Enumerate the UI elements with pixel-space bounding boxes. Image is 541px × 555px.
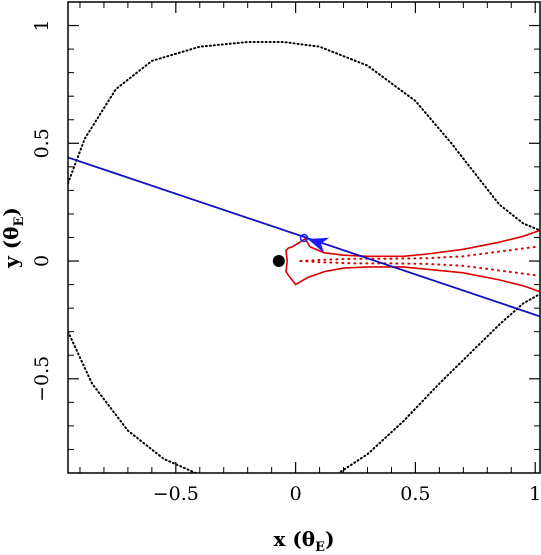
series-layer (68, 41, 540, 473)
caustic-lower (285, 260, 540, 293)
source-marker (299, 233, 309, 243)
y-tick-label: 0.5 (31, 128, 53, 158)
ticks-layer: −0.5 0 0.5 1 −0.5 0 0.5 1 (31, 1, 541, 505)
plot-area (68, 41, 540, 473)
x-axis-label-close: ) (325, 527, 334, 551)
y-tick-label: 0 (31, 255, 53, 267)
y-axis-label-close: ) (0, 207, 23, 216)
y-tick-label: 1 (31, 20, 53, 32)
caustic-inner-upper (299, 245, 537, 262)
direction-arrow (307, 237, 330, 253)
x-axis-label-main: x (θ (273, 527, 315, 551)
x-tick-label: 0.5 (400, 483, 430, 505)
source-trajectory (68, 156, 540, 318)
caustic-inner-lower (299, 260, 537, 277)
x-tick-label: −0.5 (153, 483, 199, 505)
caustic-upper (285, 229, 540, 262)
lens-marker (272, 255, 285, 268)
x-axis-label: x (θE) (273, 527, 334, 555)
x-tick-label: 0 (290, 483, 302, 505)
y-axis-label-sub: E (12, 217, 27, 227)
y-axis-label-main: y (θ (0, 227, 23, 269)
y-tick-label: −0.5 (31, 356, 53, 402)
x-axis-label-sub: E (315, 540, 325, 555)
critical-curve-bottom (68, 293, 540, 473)
x-tick-label: 1 (529, 483, 541, 505)
critical-curve-top (68, 41, 540, 232)
y-axis-label: y (θE) (0, 207, 27, 269)
